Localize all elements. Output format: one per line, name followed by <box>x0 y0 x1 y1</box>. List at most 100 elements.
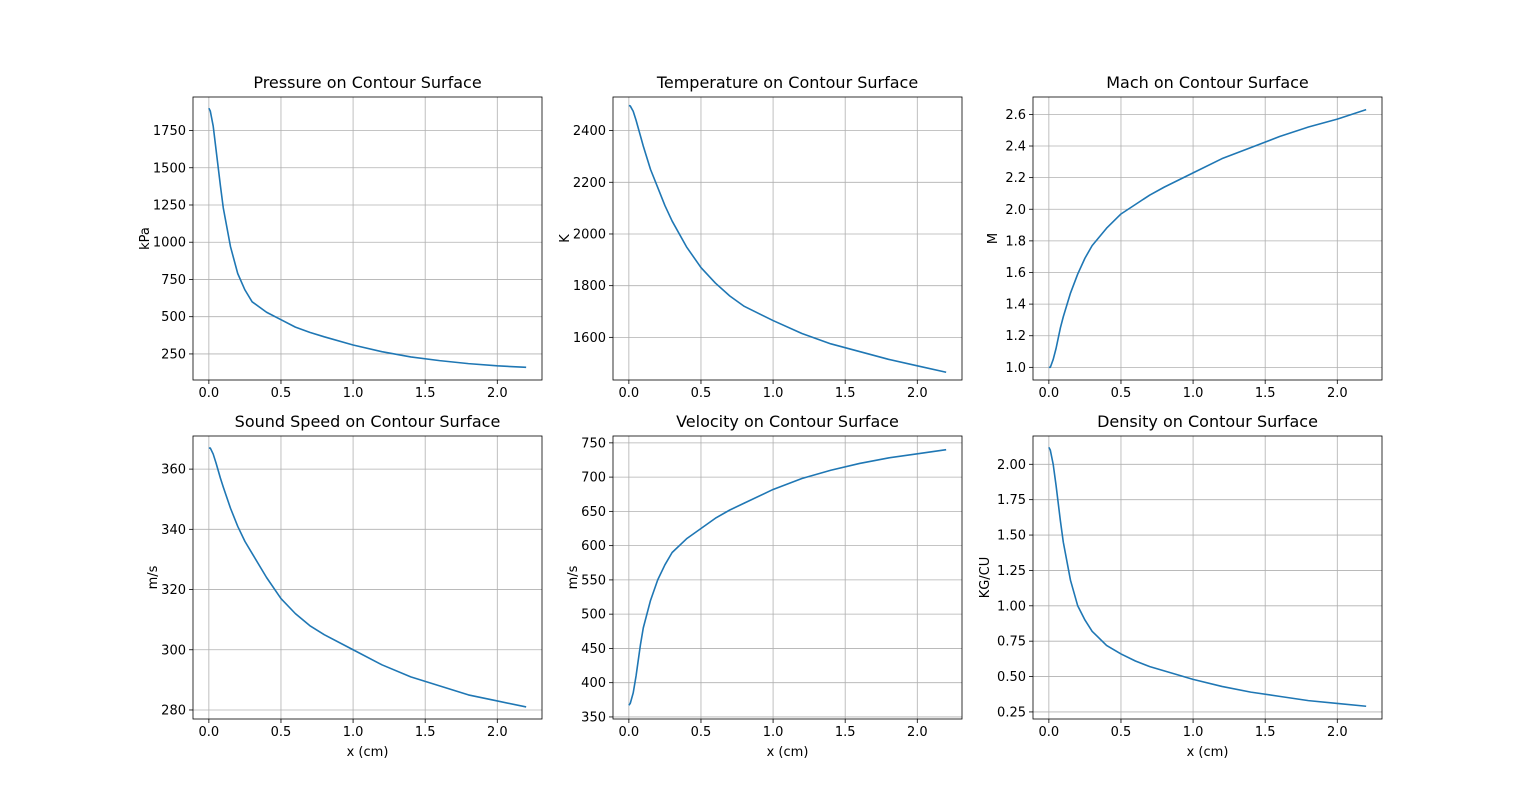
x-tick-label: 0.0 <box>199 725 220 740</box>
x-tick-label: 2.0 <box>487 386 508 401</box>
y-tick-label: 1.25 <box>997 564 1026 579</box>
y-tick-label: 1250 <box>153 198 186 213</box>
y-tick-label: 0.25 <box>997 705 1026 720</box>
y-axis-label: M <box>986 233 1001 244</box>
y-tick-label: 300 <box>161 643 186 658</box>
chart-title: Sound Speed on Contour Surface <box>235 412 501 431</box>
chart-panel-4: 0.0 0.5 1.0 1.5 2.0 280 300 320 340 360 Sound Spee… <box>146 412 543 760</box>
x-axis-label: x (cm) <box>767 745 809 760</box>
x-tick-label: 0.5 <box>271 386 292 401</box>
y-tick-label: 2400 <box>573 124 606 139</box>
series-line <box>208 447 527 708</box>
y-tick-label: 320 <box>161 583 186 598</box>
y-tick-label: 2200 <box>573 176 606 191</box>
x-tick-label: 0.5 <box>691 386 712 401</box>
x-axis-label: x (cm) <box>347 745 389 760</box>
x-tick-label: 0.0 <box>1039 725 1060 740</box>
y-tick-label: 2.6 <box>1005 108 1026 123</box>
y-tick-label: 280 <box>161 703 186 718</box>
y-tick-label: 1.00 <box>997 599 1026 614</box>
y-tick-label: 1.6 <box>1005 266 1026 281</box>
x-tick-label: 0.5 <box>1111 725 1132 740</box>
x-tick-label: 1.0 <box>1183 386 1204 401</box>
y-tick-label: 1.50 <box>997 529 1026 544</box>
y-tick-label: 1600 <box>573 331 606 346</box>
x-tick-label: 0.0 <box>619 386 640 401</box>
x-tick-label: 0.0 <box>199 386 220 401</box>
x-tick-label: 1.5 <box>1255 386 1276 401</box>
x-tick-label: 2.0 <box>487 725 508 740</box>
x-axis-label: x (cm) <box>1187 745 1229 760</box>
y-tick-label: 0.75 <box>997 635 1026 650</box>
y-tick-label: 700 <box>581 471 606 486</box>
series-line <box>208 107 527 369</box>
y-tick-label: 450 <box>581 642 606 657</box>
chart-title: Velocity on Contour Surface <box>676 412 899 431</box>
x-tick-label: 1.5 <box>415 386 436 401</box>
x-tick-label: 0.5 <box>691 725 712 740</box>
y-tick-label: 2.00 <box>997 458 1026 473</box>
x-tick-label: 0.5 <box>271 725 292 740</box>
x-tick-label: 1.0 <box>1183 725 1204 740</box>
chart-title: Density on Contour Surface <box>1097 412 1318 431</box>
y-tick-label: 2.4 <box>1005 140 1026 155</box>
chart-panel-5: 0.0 0.5 1.0 1.5 2.0 350 400 450 500 550 600 650 700 7… <box>566 412 963 760</box>
x-tick-label: 0.0 <box>619 725 640 740</box>
series-line <box>628 448 947 706</box>
y-tick-label: 600 <box>581 539 606 554</box>
y-tick-label: 250 <box>161 347 186 362</box>
x-tick-label: 1.5 <box>835 725 856 740</box>
y-tick-label: 750 <box>161 273 186 288</box>
axes-frame <box>192 435 543 720</box>
y-axis-label: m/s <box>146 565 161 589</box>
y-axis-label: K <box>558 234 573 243</box>
y-tick-label: 2.0 <box>1005 203 1026 218</box>
y-axis-label: KG/CU <box>978 557 993 599</box>
x-tick-label: 1.0 <box>763 386 784 401</box>
x-tick-label: 0.5 <box>1111 386 1132 401</box>
series-line <box>1048 446 1367 708</box>
chart-title: Temperature on Contour Surface <box>656 73 918 92</box>
y-tick-label: 360 <box>161 463 186 478</box>
y-tick-label: 750 <box>581 436 606 451</box>
y-tick-label: 0.50 <box>997 670 1026 685</box>
series-line <box>628 104 947 374</box>
chart-title: Pressure on Contour Surface <box>253 73 481 92</box>
y-tick-label: 500 <box>161 310 186 325</box>
x-tick-label: 1.0 <box>763 725 784 740</box>
axes-frame <box>612 435 963 720</box>
y-tick-label: 400 <box>581 676 606 691</box>
axes-frame <box>612 96 963 381</box>
y-tick-label: 1000 <box>153 236 186 251</box>
series-line <box>1048 108 1367 369</box>
y-tick-label: 1.4 <box>1005 298 1026 313</box>
chart-panel-6: 0.0 0.5 1.0 1.5 2.0 0.25 0.50 0.75 1.00 1.25 1.50 1… <box>978 412 1383 760</box>
y-tick-label: 1.2 <box>1005 329 1026 344</box>
chart-panel-1: 0.0 0.5 1.0 1.5 2.0 250 500 750 1000 1250 1500 1750… <box>138 73 543 401</box>
y-tick-label: 650 <box>581 505 606 520</box>
x-tick-label: 2.0 <box>907 386 928 401</box>
axes-frame <box>1032 96 1383 381</box>
x-tick-label: 1.5 <box>835 386 856 401</box>
y-tick-label: 1.0 <box>1005 361 1026 376</box>
x-tick-label: 1.0 <box>343 725 364 740</box>
x-tick-label: 1.5 <box>1255 725 1276 740</box>
axes-frame <box>1032 435 1383 720</box>
x-tick-label: 2.0 <box>1327 386 1348 401</box>
y-axis-label: m/s <box>566 565 581 589</box>
x-tick-label: 2.0 <box>1327 725 1348 740</box>
y-tick-label: 2000 <box>573 227 606 242</box>
x-tick-label: 2.0 <box>907 725 928 740</box>
y-tick-label: 500 <box>581 608 606 623</box>
chart-panel-3: 0.0 0.5 1.0 1.5 2.0 1.0 1.2 1.4 1.6 1.8 2.0 2.2 2.4 2… <box>986 73 1383 401</box>
y-tick-label: 1750 <box>153 124 186 139</box>
y-tick-label: 1.8 <box>1005 234 1026 249</box>
y-tick-label: 1800 <box>573 279 606 294</box>
y-tick-label: 1.75 <box>997 493 1026 508</box>
y-tick-label: 340 <box>161 523 186 538</box>
x-tick-label: 1.5 <box>415 725 436 740</box>
x-tick-label: 1.0 <box>343 386 364 401</box>
y-axis-label: kPa <box>138 227 153 250</box>
chart-title: Mach on Contour Surface <box>1106 73 1309 92</box>
